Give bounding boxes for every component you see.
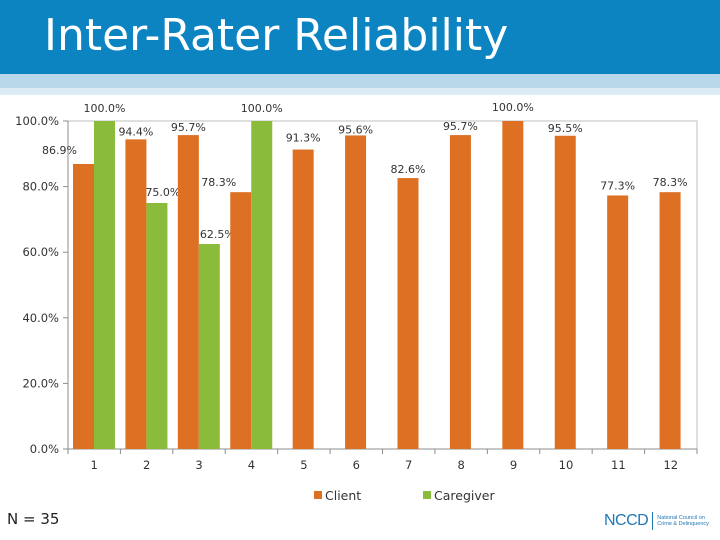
y-tick-label: 0.0% <box>30 442 59 456</box>
x-tick-label: 9 <box>510 458 517 472</box>
caregiver-bar <box>251 121 273 449</box>
client-bar <box>73 163 94 449</box>
client-data-label: 95.6% <box>338 123 373 136</box>
client-bar <box>397 178 419 449</box>
legend-client-label: Client <box>325 488 361 503</box>
nccd-logo: NCCD National Council on Crime & Delinqu… <box>604 512 717 530</box>
caregiver-data-label: 100.0% <box>241 102 283 115</box>
x-tick-label: 8 <box>457 458 464 472</box>
client-bar <box>177 135 199 449</box>
client-bar <box>554 135 576 449</box>
client-data-label: 95.7% <box>171 121 206 134</box>
client-data-label: 95.7% <box>443 120 478 133</box>
caregiver-data-label: 75.0% <box>145 186 180 199</box>
client-bar <box>125 139 147 450</box>
client-bar <box>292 149 314 449</box>
x-tick-label: 2 <box>143 458 150 472</box>
caregiver-data-label: 62.5% <box>200 228 235 241</box>
x-tick-label: 3 <box>195 458 202 472</box>
caregiver-bar <box>198 244 220 449</box>
x-tick-label: 7 <box>405 458 412 472</box>
y-tick-label: 80.0% <box>22 180 59 194</box>
client-data-label: 86.9% <box>42 144 77 157</box>
x-tick-label: 10 <box>559 458 574 472</box>
client-bar <box>659 192 681 449</box>
logo-line-1: National Council on <box>657 515 705 521</box>
legend-caregiver-swatch <box>423 491 431 499</box>
client-data-label: 95.5% <box>548 122 583 135</box>
x-tick-label: 4 <box>248 458 255 472</box>
caregiver-bar <box>94 121 115 449</box>
x-tick-label: 6 <box>353 458 360 472</box>
client-data-label: 91.3% <box>286 132 321 145</box>
client-bar <box>345 135 367 449</box>
client-data-label: 78.3% <box>653 176 688 189</box>
y-tick-label: 60.0% <box>22 245 59 259</box>
client-bar <box>230 192 252 449</box>
client-data-label: 78.3% <box>201 176 236 189</box>
title-bar: Inter-Rater Reliability <box>0 0 720 74</box>
logo-abbr: NCCD <box>604 512 649 529</box>
legend-client-swatch <box>314 491 322 499</box>
legend-caregiver-label: Caregiver <box>434 488 495 503</box>
x-tick-label: 1 <box>91 458 98 472</box>
client-data-label: 94.4% <box>118 125 153 138</box>
client-data-label: 82.6% <box>391 163 426 176</box>
logo-line-2: Crime & Delinquency <box>657 521 709 527</box>
header-stripe-light <box>0 88 720 95</box>
header-stripe <box>0 74 720 88</box>
logo-fullname: National Council on Crime & Delinquency <box>657 515 717 527</box>
x-tick-label: 5 <box>300 458 307 472</box>
x-tick-label: 11 <box>611 458 626 472</box>
client-bar <box>607 195 629 449</box>
y-tick-label: 20.0% <box>22 376 59 390</box>
x-tick-label: 12 <box>663 458 678 472</box>
page-title: Inter-Rater Reliability <box>44 10 509 61</box>
y-tick-label: 40.0% <box>22 311 59 325</box>
logo-divider <box>652 512 654 530</box>
client-data-label: 100.0% <box>492 101 534 114</box>
bar-chart: 0.0%20.0%40.0%60.0%80.0%100.0%1 2 3 4 5 6 7 8 9 1… <box>15 101 698 503</box>
client-bar <box>502 121 524 449</box>
caregiver-data-label: 100.0% <box>84 102 126 115</box>
caregiver-bar <box>146 203 168 449</box>
client-data-label: 77.3% <box>600 179 635 192</box>
y-tick-label: 100.0% <box>15 114 59 128</box>
client-bar <box>449 135 471 449</box>
sample-size-label: N = 35 <box>7 510 60 528</box>
